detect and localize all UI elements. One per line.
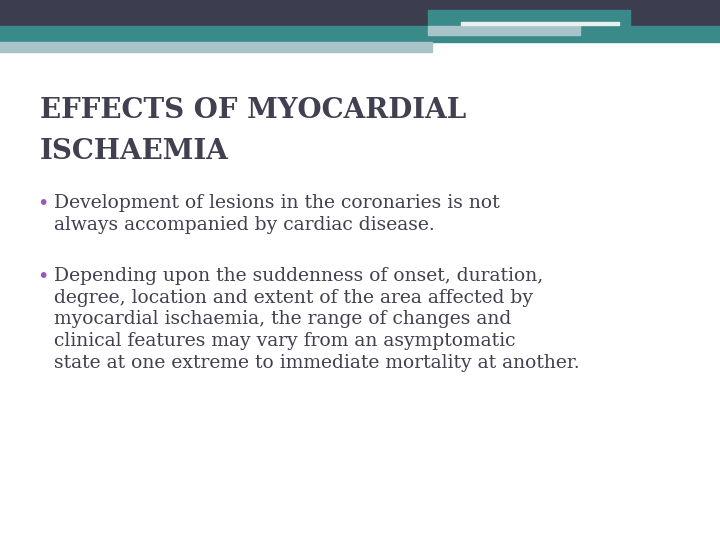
Text: state at one extreme to immediate mortality at another.: state at one extreme to immediate mortal… xyxy=(54,354,580,372)
Text: clinical features may vary from an asymptomatic: clinical features may vary from an asymp… xyxy=(54,332,516,350)
Text: EFFECTS OF MYOCARDIAL: EFFECTS OF MYOCARDIAL xyxy=(40,97,466,124)
Text: ISCHAEMIA: ISCHAEMIA xyxy=(40,138,228,165)
Text: degree, location and extent of the area affected by: degree, location and extent of the area … xyxy=(54,289,533,307)
Text: myocardial ischaemia, the range of changes and: myocardial ischaemia, the range of chang… xyxy=(54,310,511,328)
Text: always accompanied by cardiac disease.: always accompanied by cardiac disease. xyxy=(54,216,435,234)
Text: •: • xyxy=(37,194,49,213)
Text: Development of lesions in the coronaries is not: Development of lesions in the coronaries… xyxy=(54,194,500,212)
Text: Depending upon the suddenness of onset, duration,: Depending upon the suddenness of onset, … xyxy=(54,267,544,285)
Text: •: • xyxy=(37,267,49,286)
